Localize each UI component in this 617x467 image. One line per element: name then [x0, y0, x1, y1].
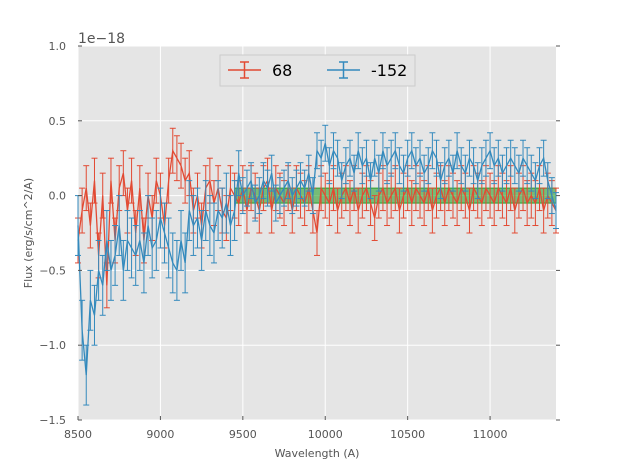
x-tick-label: 10000 — [308, 428, 343, 441]
y-axis-label: Flux (erg/s/cm^2/A) — [22, 178, 35, 288]
y-offset-label: 1e−18 — [78, 31, 125, 47]
y-tick-label: 1.0 — [49, 40, 67, 53]
x-tick-label: 9000 — [146, 428, 174, 441]
x-tick-label: 11000 — [473, 428, 508, 441]
legend-label-68: 68 — [272, 61, 292, 80]
y-tick-label: 0.5 — [49, 115, 67, 128]
x-tick-label: 8500 — [64, 428, 92, 441]
legend: 68 -152 — [219, 54, 416, 87]
y-tick-label: −1.0 — [39, 339, 66, 352]
y-tick-label: −0.5 — [39, 264, 66, 277]
x-axis-label: Wavelength (A) — [275, 447, 360, 460]
legend-swatch-152 — [327, 61, 360, 79]
x-tick-label: 9500 — [229, 428, 257, 441]
x-tick-label: 10500 — [390, 428, 425, 441]
series-line — [77, 143, 557, 376]
legend-swatch-68 — [228, 61, 261, 79]
ticks: 8500 9000 9500 10000 10500 11000 −1.5 −1.0 −0.5 0… — [39, 40, 560, 441]
legend-label-152: -152 — [371, 61, 407, 80]
series-152 — [75, 124, 559, 406]
series-line — [77, 148, 557, 286]
y-tick-label: −1.5 — [39, 414, 66, 427]
y-tick-label: 0.0 — [49, 190, 67, 203]
series-layer — [75, 124, 559, 406]
